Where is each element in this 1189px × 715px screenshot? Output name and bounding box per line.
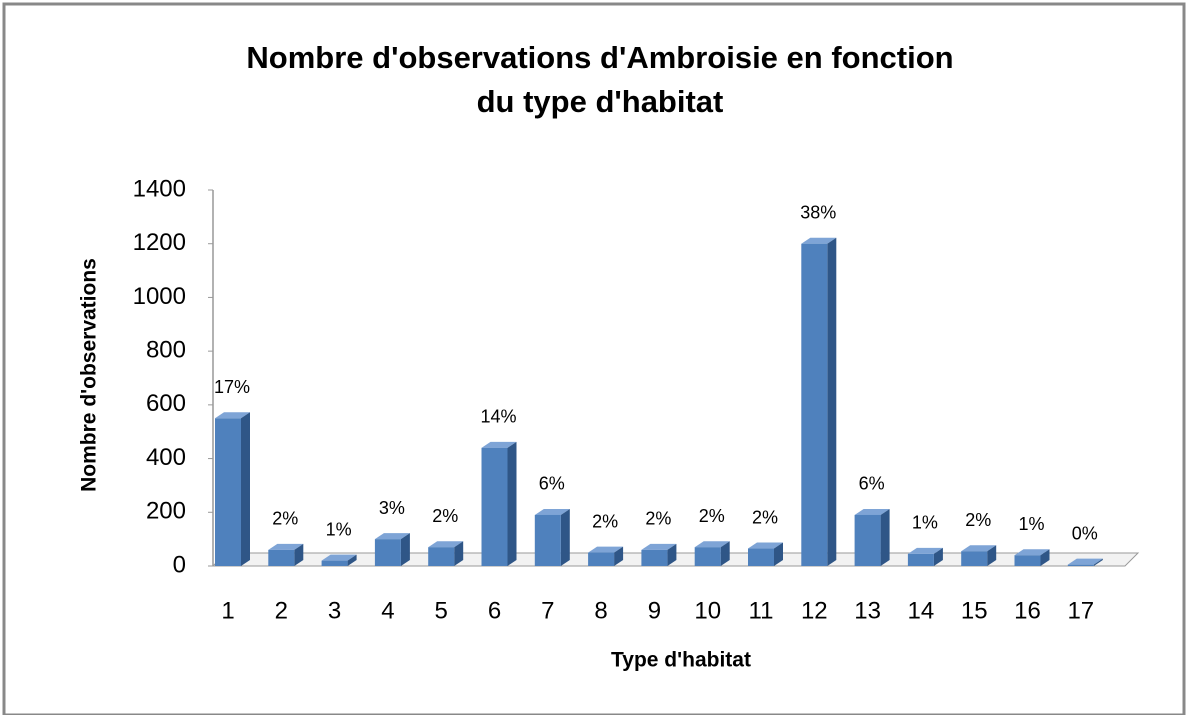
bar-side <box>933 547 943 566</box>
y-tick-label: 0 <box>173 551 186 578</box>
bar-side <box>1093 558 1103 566</box>
bar <box>588 552 615 566</box>
bar-side <box>400 533 410 566</box>
bar-top <box>215 412 250 419</box>
bar-top <box>374 533 410 540</box>
bar-top <box>534 508 570 515</box>
x-tick-label: 12 <box>801 597 828 624</box>
bar <box>321 560 348 566</box>
y-tick-label: 800 <box>146 336 186 363</box>
data-label: 2% <box>965 510 991 530</box>
bar-top <box>748 542 783 549</box>
bar-side <box>614 546 624 566</box>
x-tick-label: 16 <box>1014 597 1041 624</box>
bar-side <box>294 543 304 566</box>
bar <box>748 548 774 566</box>
bar-side <box>720 541 730 566</box>
data-label: 6% <box>539 474 565 494</box>
data-label: 14% <box>480 407 516 427</box>
bar-top <box>428 541 464 548</box>
bar-side <box>1040 549 1050 566</box>
chart-title: du type d'habitat <box>477 84 724 119</box>
bar-top <box>268 543 304 550</box>
bar <box>694 547 721 566</box>
x-tick-label: 11 <box>749 597 774 624</box>
bar <box>268 549 295 566</box>
y-tick-label: 1000 <box>133 283 186 310</box>
bar-top <box>801 237 837 244</box>
bar-side <box>987 545 997 566</box>
bar <box>961 551 988 566</box>
y-tick-label: 400 <box>146 444 186 471</box>
bar-side <box>454 541 464 566</box>
x-tick-label: 15 <box>961 597 988 624</box>
bar <box>481 447 508 566</box>
y-tick-label: 200 <box>146 498 186 525</box>
data-label: 2% <box>432 506 458 526</box>
bar-top <box>588 546 624 553</box>
bar <box>534 514 561 566</box>
x-tick-label: 17 <box>1067 597 1094 624</box>
bar <box>428 547 455 566</box>
bar-top <box>854 508 890 515</box>
x-tick-label: 9 <box>648 597 661 624</box>
data-label: 1% <box>912 513 938 533</box>
bar-side <box>507 441 517 566</box>
bar <box>1067 564 1094 566</box>
bar-side <box>827 237 837 566</box>
bar-side <box>241 412 250 566</box>
bar <box>641 549 668 566</box>
bar <box>854 514 881 566</box>
bar-side <box>774 542 783 566</box>
x-axis-title: Type d'habitat <box>611 649 751 672</box>
bar-side <box>880 508 890 566</box>
data-label: 1% <box>1018 514 1044 534</box>
data-label: 38% <box>800 202 836 222</box>
bar <box>215 418 241 566</box>
data-label: 3% <box>379 498 405 518</box>
y-axis-title: Nombre d'observations <box>78 258 101 492</box>
data-label: 17% <box>214 377 250 397</box>
x-tick-label: 4 <box>381 597 394 624</box>
data-label: 2% <box>592 511 618 531</box>
bar-side <box>560 508 570 566</box>
y-tick-label: 1200 <box>133 229 186 256</box>
data-label: 2% <box>272 509 298 529</box>
bar-top <box>481 441 517 448</box>
y-tick-label: 1400 <box>133 175 186 202</box>
x-tick-label: 14 <box>908 597 935 624</box>
data-label: 6% <box>859 474 885 494</box>
x-tick-label: 13 <box>854 597 881 624</box>
data-label: 2% <box>645 509 671 529</box>
bar-top <box>1067 558 1103 565</box>
y-tick-label: 600 <box>146 390 186 417</box>
x-tick-label: 1 <box>221 597 234 624</box>
x-tick-label: 6 <box>488 597 501 624</box>
data-label: 2% <box>699 506 725 526</box>
bar-top <box>321 554 357 561</box>
data-label: 0% <box>1072 523 1098 543</box>
bar-side <box>667 543 677 566</box>
data-label: 2% <box>752 507 778 527</box>
bar-side <box>347 554 357 566</box>
bar <box>374 539 401 566</box>
bar <box>801 243 828 566</box>
x-tick-label: 8 <box>594 597 607 624</box>
bar-top <box>641 543 677 550</box>
x-tick-label: 7 <box>541 597 554 624</box>
x-tick-label: 10 <box>694 597 721 624</box>
bar-top <box>1014 549 1050 556</box>
bar-top <box>961 545 997 552</box>
x-tick-label: 2 <box>275 597 288 624</box>
x-tick-label: 5 <box>435 597 448 624</box>
x-tick-label: 3 <box>328 597 341 624</box>
bar <box>907 553 934 566</box>
chart-title: Nombre d'observations d'Ambroisie en fon… <box>246 40 953 75</box>
bar-top <box>907 547 943 554</box>
bar <box>1014 555 1041 566</box>
bar-top <box>694 541 730 548</box>
data-label: 1% <box>326 519 352 539</box>
